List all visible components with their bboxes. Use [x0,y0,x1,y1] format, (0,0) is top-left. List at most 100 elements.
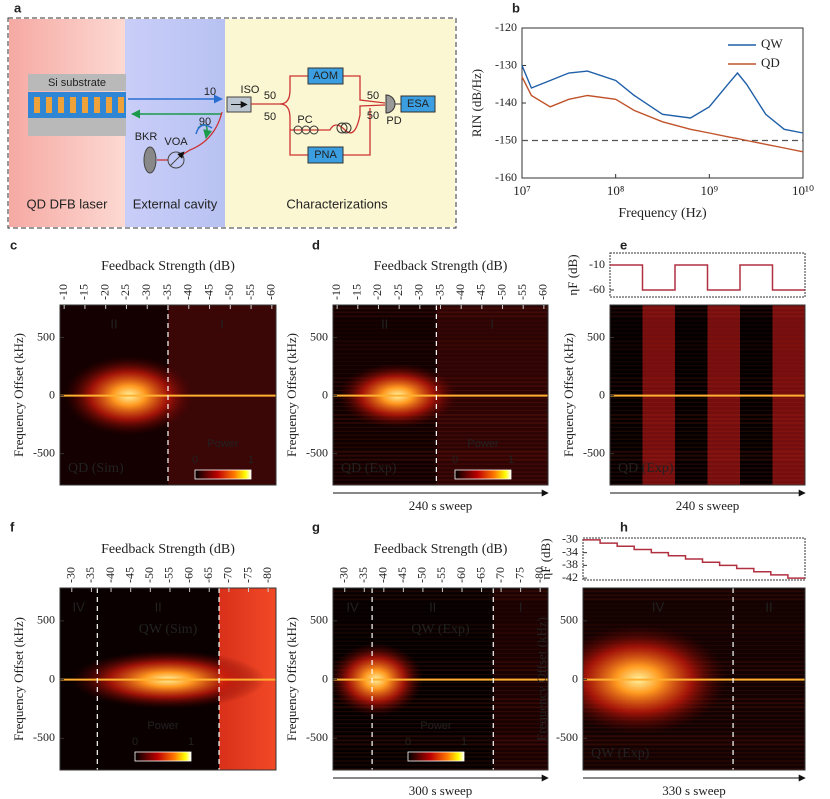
heatmap [60,305,276,485]
region-label: I [519,599,523,614]
region-label: I [220,316,224,331]
y-tick-label: -130 [495,57,517,71]
bkr-label: BKR [135,131,158,143]
x-axis-label: Feedback Strength (dB) [374,542,508,557]
x-tick-label: -40 [376,567,390,583]
panel-label: h [620,519,628,534]
x-tick-label: -55 [243,284,257,300]
x-tick-label: -45 [395,567,409,583]
y-tick-label: -38 [562,557,578,571]
x-tick-label: -65 [201,567,215,583]
x-tick-label: -70 [221,567,235,583]
y-tick-label: -160 [495,170,517,184]
x-tick-label: -50 [222,284,236,300]
region-label: IV [346,599,359,614]
fibers [251,75,386,156]
sweep-label: 240 s sweep [409,498,473,513]
legend-label: QW [761,36,783,51]
y-tick-label: 0 [49,671,55,685]
panel-label: c [10,237,17,252]
annotation: QW (Sim) [139,622,198,637]
aom [307,67,344,85]
heatmap [583,588,805,770]
pna-label: PNA [314,149,337,161]
x-tick-label: -25 [391,284,405,300]
plot-frame [609,304,806,486]
colorbar-label: Power [420,720,452,732]
region-label: II [429,599,436,614]
pna [307,146,344,164]
x-tick-label: -75 [512,567,526,583]
panel-label: f [10,519,15,534]
x-tick-label: -40 [453,284,467,300]
y-tick-label: 0 [599,387,605,401]
region-label: IV [73,599,86,614]
y-tick-label: -500 [33,730,55,744]
x-tick-label: -40 [181,284,195,300]
x-tick-label: -35 [160,284,174,300]
y-axis-label: Frequency Offset (kHz) [561,333,576,457]
voa [167,151,185,169]
step-line [610,264,805,291]
y-axis-label: RIN (dB/Hz) [469,69,484,137]
colorbar [454,469,512,480]
y-tick-label: 500 [560,613,578,627]
x-tick-label: -35 [356,567,370,583]
colorbar-tick: 1 [508,454,514,466]
y-tick-label: 0 [322,671,328,685]
x-tick-label: -55 [515,284,529,300]
x-tick-label: -60 [536,284,550,300]
x-tick-label: 10⁷ [513,183,531,198]
substrate-bottom [28,118,126,136]
plot-frame [521,27,804,179]
esa-label: ESA [407,98,430,110]
iso-label: ISO [241,84,260,96]
colorbar-label: Power [467,438,499,450]
pc-label: PC [297,114,312,126]
colorbar-tick: 0 [405,736,411,748]
x-tick-label: -80 [532,567,546,583]
region-label: II [155,599,162,614]
x-tick-label: -45 [201,284,215,300]
annotation: QW (Exp) [411,622,470,637]
frame [7,17,457,229]
grating-teeth [34,97,124,113]
x-tick-label: -20 [370,284,384,300]
colorbar-tick: 0 [192,454,198,466]
x-tick-label: -20 [97,284,111,300]
y-axis-label: Frequency Offset (kHz) [284,617,299,741]
colorbar-tick: 1 [248,454,254,466]
y-tick-label: -500 [556,730,578,744]
y-tick-label: -42 [562,570,578,584]
y-tick-label: 500 [37,613,55,627]
x-tick-label: -15 [350,284,364,300]
x-tick-label: -45 [122,567,136,583]
heatmap [610,305,805,485]
substrate-label: Si substrate [48,77,106,89]
colorbar-tick: 0 [132,736,138,748]
heatmap [60,588,276,770]
coupler-label: 50 [264,90,276,102]
y-axis-label: ηF (dB) [538,538,553,579]
x-tick-label: -35 [83,567,97,583]
sweep-label: 300 s sweep [409,783,473,798]
y-axis-label: Frequency Offset (kHz) [11,617,26,741]
coupler-label: 50 [367,110,379,122]
plot-frame [59,587,277,771]
plot-frame [582,587,806,771]
y-tick-label: -120 [495,20,517,34]
sweep-label: 240 s sweep [676,498,740,513]
colorbar-label: Power [147,720,179,732]
colorbar-tick: 0 [452,454,458,466]
x-tick-label: -30 [412,284,426,300]
series-line [521,65,804,134]
y-tick-label: -60 [589,282,605,296]
x-tick-label: -70 [493,567,507,583]
y-tick-label: 0 [49,387,55,401]
legend-label: QD [761,55,780,70]
annotation: QW (Exp) [591,746,650,761]
x-axis-label: Feedback Strength (dB) [101,259,235,274]
y-axis-label: Frequency Offset (kHz) [534,617,549,741]
x-tick-label: -60 [264,284,278,300]
